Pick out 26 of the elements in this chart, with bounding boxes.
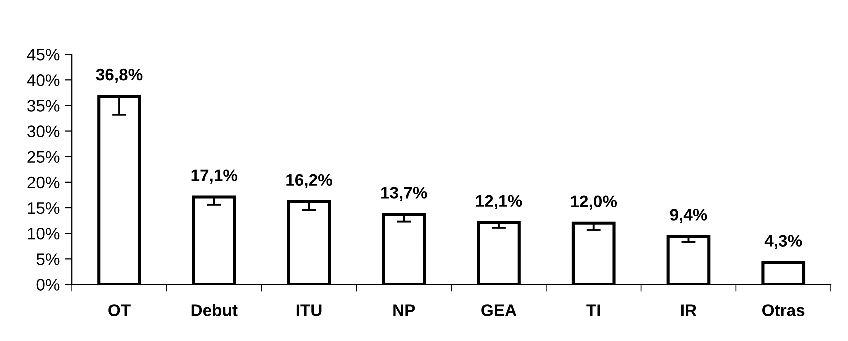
x-tick-label: GEA [482,304,517,316]
x-tick-label: TI [586,304,600,316]
y-tick-label: 30% [28,126,60,138]
y-tick-label: 35% [28,100,60,112]
x-tick-label: NP [394,304,416,316]
y-tick-label: 25% [28,151,60,164]
y-tick-label: 45% [27,49,60,61]
data-label: 9,4% [670,209,708,224]
data-label: 12,0% [571,196,618,210]
y-tick-label: 15% [28,202,60,214]
x-tick-label: Otras [762,304,805,316]
y-tick-label: 0% [36,279,60,291]
data-label: 36,8% [96,68,143,84]
y-tick-label: 40% [27,74,60,86]
x-tick-label: Debut [192,304,238,316]
data-label: 13,7% [382,187,428,202]
x-tick-label: ITU [296,304,322,316]
data-label: 12,1% [476,195,522,210]
data-label: 16,2% [286,174,332,188]
data-label: 4,3% [764,235,802,250]
y-tick-label: 5% [36,254,60,266]
y-tick-label: 20% [28,176,60,189]
x-tick-label: IR [682,304,697,316]
y-tick-label: 10% [28,228,60,240]
x-tick-label: OT [108,304,131,316]
data-label: 17,1% [192,170,238,184]
